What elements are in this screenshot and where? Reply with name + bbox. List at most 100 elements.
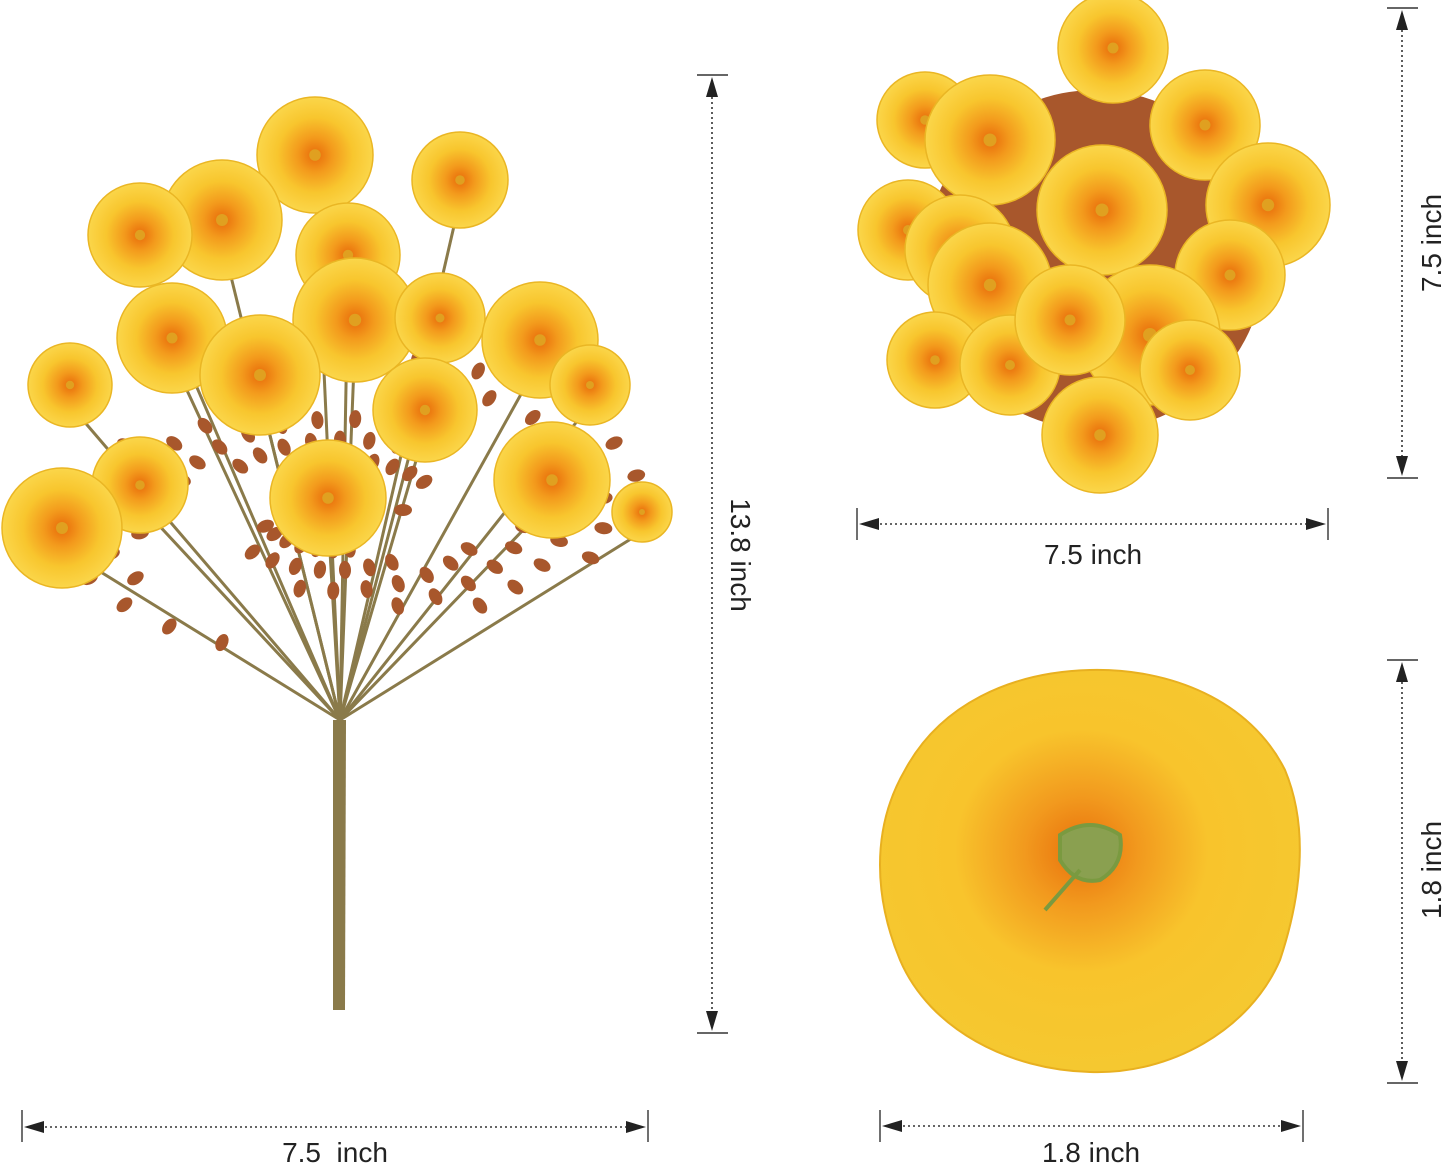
leaf — [293, 579, 307, 598]
leaf — [391, 575, 405, 593]
leaf — [338, 560, 351, 579]
leaf — [252, 447, 268, 464]
flower-top-view — [857, 0, 1331, 494]
flower-stamen — [455, 175, 465, 185]
flower-stamen — [166, 332, 178, 344]
leaf — [419, 566, 434, 584]
flower-stamen — [1185, 365, 1195, 375]
flower-stamen — [1261, 198, 1275, 212]
single-flower-head — [879, 668, 1301, 1074]
leaf — [415, 474, 433, 489]
leaf — [244, 544, 261, 560]
leaf — [197, 417, 213, 434]
leaf — [349, 410, 362, 429]
main-stem — [333, 720, 346, 1010]
flower-stamen — [983, 278, 997, 292]
leaf — [533, 558, 551, 572]
leaf — [391, 597, 405, 615]
leaf — [507, 579, 524, 595]
leaf — [363, 431, 376, 450]
flower-stamen — [65, 380, 75, 390]
leaf — [471, 362, 485, 380]
leaf — [313, 560, 327, 579]
flower-stamen — [1224, 269, 1236, 281]
leaf — [605, 436, 623, 450]
flower-stamen — [930, 355, 940, 365]
leaf — [189, 455, 206, 470]
leaf — [460, 542, 478, 556]
flower-stamen — [56, 522, 68, 534]
flower-stamen — [1064, 314, 1076, 326]
leaf — [265, 552, 280, 569]
leaf — [394, 504, 412, 516]
leaf — [524, 409, 541, 425]
flower-stamen — [419, 404, 431, 416]
leaf — [385, 553, 399, 571]
flower-stem — [258, 394, 342, 721]
flower-width-label: 1.8 inch — [1042, 1137, 1140, 1168]
flower-stamen — [134, 229, 146, 241]
leaf — [627, 469, 646, 482]
flower-stem — [338, 359, 542, 721]
leaf — [472, 597, 488, 614]
flower-stamen — [1199, 119, 1211, 131]
dimension-top-view-width: 7.5 inch — [856, 508, 1329, 570]
flower-stamen — [309, 149, 321, 161]
leaf — [363, 558, 376, 577]
leaf — [232, 458, 249, 474]
top-view-height-label: 7.5 inch — [1416, 194, 1445, 292]
flower-stamen — [534, 334, 546, 346]
flower-bundle — [1, 96, 673, 1010]
leaf — [482, 390, 497, 407]
leaf — [162, 618, 177, 635]
flower-stamen — [546, 474, 558, 486]
leaf — [385, 458, 400, 476]
flower-stamen — [435, 313, 445, 323]
bundle-height-label: 13.8 inch — [725, 498, 756, 612]
leaf — [277, 438, 291, 456]
single-flower-stamen — [1043, 823, 1123, 912]
leaf — [594, 522, 613, 535]
top-view-width-label: 7.5 inch — [1044, 539, 1142, 570]
flower-stamen — [1107, 42, 1119, 54]
flower-stem — [338, 498, 554, 722]
flower-stamen — [1095, 203, 1109, 217]
flower-stamen — [1094, 429, 1106, 441]
flower-stamen — [254, 369, 266, 381]
leaf — [327, 581, 340, 600]
leaf — [256, 519, 274, 533]
flower-height-label: 1.8 inch — [1416, 821, 1445, 919]
leaf — [311, 411, 324, 429]
leaf — [486, 559, 503, 574]
flower-stamen — [348, 313, 362, 327]
leaf — [402, 465, 418, 482]
flower-stamen — [586, 381, 594, 389]
flower-stamen — [216, 214, 228, 226]
leaf — [288, 557, 302, 576]
leaf — [581, 551, 600, 565]
leaf — [266, 526, 283, 542]
leaf — [505, 541, 523, 555]
leaf — [116, 597, 133, 613]
leaf — [460, 575, 476, 592]
dimension-flower-height: 1.8 inch — [1387, 659, 1445, 1084]
dimension-bundle-height: 13.8 inch — [697, 74, 756, 1034]
leaf — [360, 580, 373, 599]
bundle-width-label: 7.5 inch — [282, 1137, 388, 1168]
leaf — [215, 634, 229, 652]
flower-stamen — [135, 480, 145, 490]
leaf — [428, 588, 443, 606]
flower-stamen — [639, 509, 645, 515]
leaf — [212, 439, 228, 455]
dimension-top-view-height: 7.5 inch — [1387, 7, 1445, 479]
dimension-bundle-width: 7.5 inch — [21, 1110, 649, 1168]
dimension-flower-width: 1.8 inch — [879, 1110, 1304, 1168]
flower-stamen — [1005, 360, 1015, 370]
flower-stamen — [322, 492, 334, 504]
flower-stem — [61, 546, 341, 722]
leaf — [442, 555, 459, 571]
flower-stamen — [983, 133, 997, 147]
leaf — [127, 571, 144, 586]
flower-stem — [138, 503, 342, 722]
